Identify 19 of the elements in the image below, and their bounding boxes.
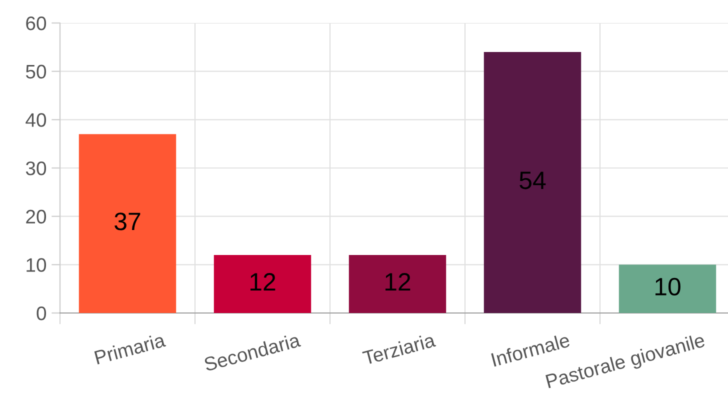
y-tick-label: 60 xyxy=(26,16,46,30)
x-tick-label: Terziaria xyxy=(362,332,436,366)
bar xyxy=(618,264,716,313)
y-tick-label: 40 xyxy=(26,113,46,127)
bar xyxy=(484,52,582,313)
y-tick-label: 20 xyxy=(26,210,46,224)
bar xyxy=(214,255,312,313)
y-tick-label: 30 xyxy=(26,161,46,176)
data-label: 12 xyxy=(386,273,410,290)
data-label: 12 xyxy=(250,273,276,290)
y-tick-label: 10 xyxy=(26,258,46,272)
x-tick-label: Primaria xyxy=(94,332,166,365)
bar xyxy=(348,255,446,313)
bar xyxy=(78,134,176,313)
y-tick-label: 0 xyxy=(36,306,46,320)
data-label: 54 xyxy=(520,172,546,190)
y-tick-label: 50 xyxy=(26,64,46,79)
data-label: 37 xyxy=(114,212,140,230)
data-label: 10 xyxy=(656,278,680,296)
